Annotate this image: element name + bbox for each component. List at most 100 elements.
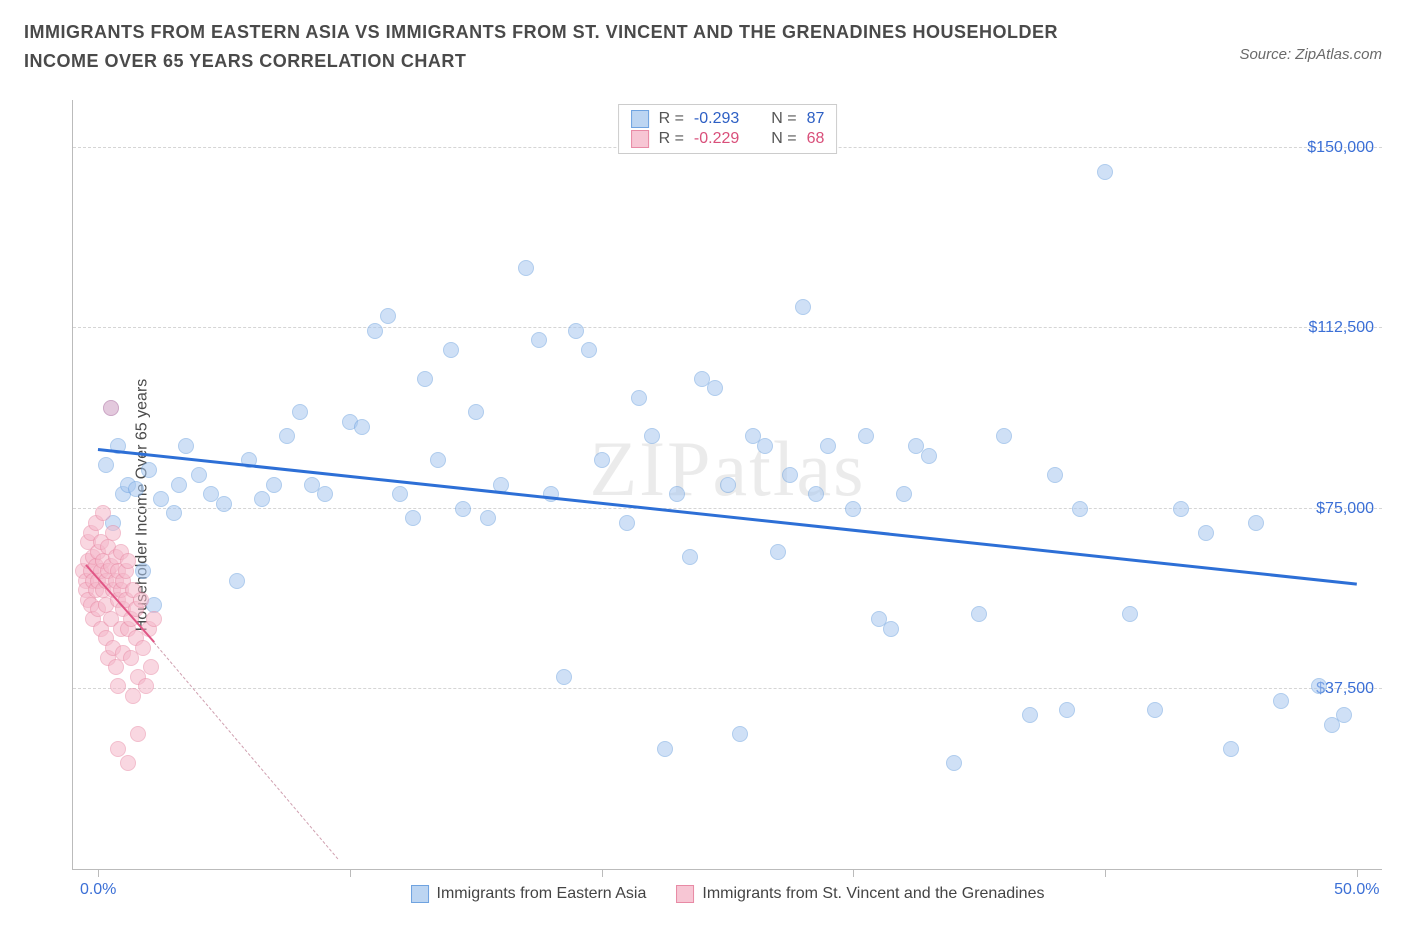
data-point [1273, 693, 1289, 709]
data-point [720, 477, 736, 493]
x-tick-label: 0.0% [80, 881, 116, 899]
x-tick [98, 869, 99, 877]
plot-area: ZIPatlas R =-0.293N =87R =-0.229N =68 Im… [72, 100, 1382, 870]
n-label: N = [771, 130, 796, 148]
data-point [171, 477, 187, 493]
data-point [757, 438, 773, 454]
data-point [354, 419, 370, 435]
legend-swatch [631, 110, 649, 128]
x-tick [1357, 869, 1358, 877]
data-point [845, 501, 861, 517]
trend-line-extension [153, 642, 338, 859]
series-name: Immigrants from Eastern Asia [437, 885, 647, 903]
chart-title: IMMIGRANTS FROM EASTERN ASIA VS IMMIGRAN… [24, 18, 1074, 76]
data-point [631, 390, 647, 406]
data-point [858, 428, 874, 444]
data-point [120, 755, 136, 771]
data-point [367, 323, 383, 339]
legend-swatch [631, 130, 649, 148]
data-point [1059, 702, 1075, 718]
data-point [770, 544, 786, 560]
gridline [73, 327, 1382, 328]
data-point [108, 659, 124, 675]
data-point [921, 448, 937, 464]
series-name: Immigrants from St. Vincent and the Gren… [702, 885, 1044, 903]
trend-line [98, 448, 1357, 585]
data-point [782, 467, 798, 483]
data-point [130, 726, 146, 742]
data-point [971, 606, 987, 622]
legend-swatch [676, 885, 694, 903]
data-point [430, 452, 446, 468]
data-point [443, 342, 459, 358]
data-point [619, 515, 635, 531]
data-point [279, 428, 295, 444]
data-point [531, 332, 547, 348]
data-point [518, 260, 534, 276]
x-tick [350, 869, 351, 877]
data-point [254, 491, 270, 507]
n-value: 68 [807, 130, 825, 148]
data-point [216, 496, 232, 512]
data-point [392, 486, 408, 502]
data-point [133, 592, 149, 608]
data-point [405, 510, 421, 526]
data-point [581, 342, 597, 358]
data-point [556, 669, 572, 685]
n-value: 87 [807, 110, 825, 128]
gridline [73, 688, 1382, 689]
data-point [1097, 164, 1113, 180]
data-point [146, 611, 162, 627]
y-tick-label: $150,000 [1307, 139, 1374, 157]
data-point [883, 621, 899, 637]
data-point [120, 553, 136, 569]
data-point [468, 404, 484, 420]
data-point [103, 400, 119, 416]
data-point [682, 549, 698, 565]
data-point [996, 428, 1012, 444]
legend-row: R = -0.229 N = 68 [631, 129, 825, 149]
r-label: R = [659, 130, 684, 148]
data-point [543, 486, 559, 502]
data-point [1248, 515, 1264, 531]
n-label: N = [771, 110, 796, 128]
data-point [1072, 501, 1088, 517]
data-point [1198, 525, 1214, 541]
data-point [644, 428, 660, 444]
x-tick [602, 869, 603, 877]
data-point [110, 741, 126, 757]
data-point [95, 505, 111, 521]
data-point [896, 486, 912, 502]
data-point [1223, 741, 1239, 757]
data-point [105, 525, 121, 541]
x-tick [853, 869, 854, 877]
data-point [191, 467, 207, 483]
correlation-legend: R =-0.293N =87R =-0.229N =68 [618, 104, 838, 154]
legend-item: Immigrants from Eastern Asia [411, 885, 647, 903]
data-point [98, 457, 114, 473]
data-point [594, 452, 610, 468]
data-point [135, 563, 151, 579]
data-point [669, 486, 685, 502]
data-point [1022, 707, 1038, 723]
data-point [455, 501, 471, 517]
data-point [707, 380, 723, 396]
legend-item: Immigrants from St. Vincent and the Gren… [676, 885, 1044, 903]
data-point [135, 640, 151, 656]
data-point [568, 323, 584, 339]
data-point [480, 510, 496, 526]
data-point [1173, 501, 1189, 517]
data-point [657, 741, 673, 757]
r-value: -0.229 [694, 130, 739, 148]
data-point [1122, 606, 1138, 622]
data-point [143, 659, 159, 675]
data-point [1147, 702, 1163, 718]
data-point [110, 678, 126, 694]
legend-swatch [411, 885, 429, 903]
data-point [1047, 467, 1063, 483]
data-point [732, 726, 748, 742]
data-point [128, 481, 144, 497]
data-point [946, 755, 962, 771]
x-tick-label: 50.0% [1334, 881, 1379, 899]
data-point [138, 678, 154, 694]
